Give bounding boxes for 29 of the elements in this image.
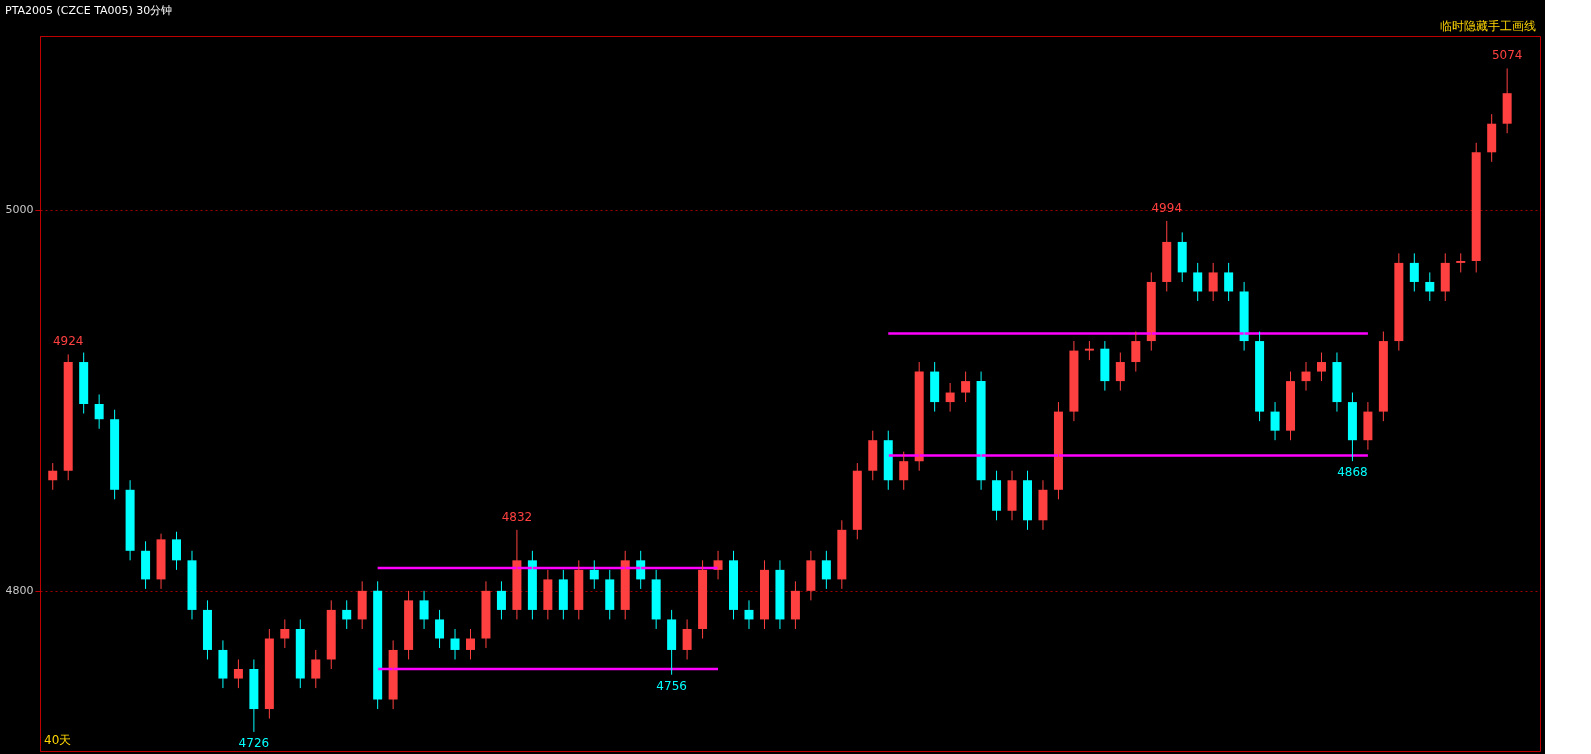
annotation: 4832: [501, 509, 533, 524]
y-tick-label: 5000: [5, 203, 34, 217]
candlestick: [992, 470, 1002, 521]
annotation: 5074: [1491, 48, 1523, 63]
candlestick: [729, 550, 739, 620]
y-tick-label: 4800: [5, 584, 34, 598]
annotation: 4756: [656, 678, 687, 693]
candlestick: [1316, 352, 1326, 382]
annotation: 4868: [1337, 465, 1368, 480]
candlestick: [295, 618, 305, 689]
candlestick: [435, 609, 445, 649]
text: 临时隐藏手工画线: [1440, 19, 1536, 33]
candlestick: [667, 609, 677, 676]
candlestick: [558, 569, 568, 620]
chart-title: PTA2005 (CZCE TA005) 30分钟: [5, 4, 173, 17]
annotation: 4726: [238, 735, 270, 750]
candlestick: [311, 649, 321, 689]
candlestick: [233, 658, 243, 689]
annotation: 40天: [44, 733, 72, 747]
candlestick: [404, 590, 414, 660]
candlestick: [868, 430, 878, 481]
candlestick: [1456, 252, 1466, 273]
annotation: 4994: [1151, 200, 1183, 215]
candlestick: [280, 618, 290, 649]
candlestick: [1286, 371, 1296, 441]
annotation: 4924: [52, 334, 84, 349]
candlestick: [605, 569, 615, 620]
candlestick: [961, 371, 971, 403]
candlestick: [1084, 340, 1094, 361]
